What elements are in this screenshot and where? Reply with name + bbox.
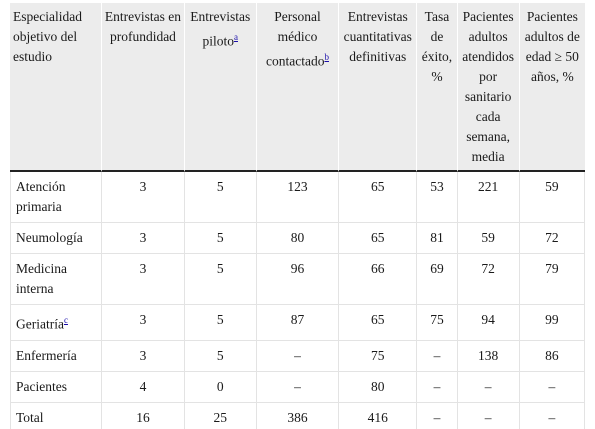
table-cell: 3 xyxy=(102,340,185,372)
header-patients-over-50: Pacientes adultos de edad ≥ 50 años, % xyxy=(519,3,585,172)
row-label-cell: Enfermería xyxy=(10,340,103,372)
table-cell: 5 xyxy=(184,305,257,341)
row-label: Enfermería xyxy=(16,347,77,363)
row-label-cell: Geriatríac xyxy=(10,305,103,341)
table-cell: 59 xyxy=(519,172,585,223)
table-row: Neumología 3 5 80 65 81 59 72 xyxy=(10,223,585,254)
table-cell: – xyxy=(417,371,458,403)
table-cell: 386 xyxy=(257,402,340,429)
row-label: Geriatría xyxy=(16,316,64,332)
table-cell: 123 xyxy=(256,172,340,223)
row-label-cell: Atención primaria xyxy=(10,172,103,223)
table-cell: 80 xyxy=(256,223,340,254)
table-cell: 66 xyxy=(339,254,418,305)
row-label-cell: Neumología xyxy=(10,223,103,254)
table-cell: 72 xyxy=(457,254,520,305)
row-label-cell: Medicina interna xyxy=(10,254,103,305)
header-final-quantitative-interviews: Entrevistas cuantitativas definitivas xyxy=(339,3,418,172)
study-table: Especialidad objetivo del estudio Entrev… xyxy=(10,3,585,429)
table-row: Medicina interna 3 5 96 66 69 72 79 xyxy=(10,254,585,305)
row-label: Pacientes xyxy=(16,378,67,394)
table-cell: 5 xyxy=(184,254,257,305)
table-cell: 75 xyxy=(339,340,418,372)
header-label: Entrevistas cuantitativas definitivas xyxy=(343,9,412,64)
row-label: Total xyxy=(16,409,44,425)
table-row: Total 16 25 386 416– – – xyxy=(10,402,585,429)
table-cell: 69 xyxy=(417,254,458,305)
table-cell: 138 xyxy=(457,340,520,372)
row-label-cell: Pacientes xyxy=(10,371,103,403)
table-cell: 5 xyxy=(184,340,257,372)
table-cell: 3 xyxy=(102,223,185,254)
table-cell: 0 xyxy=(184,371,257,403)
header-label: Tasa de éxito, % xyxy=(421,9,453,84)
footnote-link-a[interactable]: a xyxy=(233,32,238,42)
table-body: Atención primaria 3 5 123 65 53 221 59 Neumologí… xyxy=(10,172,585,429)
table-row: Pacientes 4 0–80– – – xyxy=(10,371,585,403)
table-cell: – xyxy=(417,340,458,372)
table-cell: 99 xyxy=(519,305,585,341)
footnote-marker: a xyxy=(234,31,238,43)
footnote-marker: c xyxy=(64,314,68,326)
table-cell: 16 xyxy=(102,402,185,429)
table-cell: 221 xyxy=(457,172,520,223)
header-row: Especialidad objetivo del estudio Entrev… xyxy=(10,3,585,172)
table-cell: 65 xyxy=(339,223,418,254)
table-cell: 3 xyxy=(102,172,185,223)
table-cell: 65 xyxy=(339,172,418,223)
header-label: Pacientes adultos de edad ≥ 50 años, % xyxy=(524,9,580,84)
table-cell: – xyxy=(256,371,340,403)
table-cell: 25 xyxy=(185,402,257,429)
table-cell: 79 xyxy=(519,254,585,305)
table-cell: – xyxy=(520,402,585,429)
header-label: Personal médico contactado xyxy=(265,9,325,69)
table-cell: 87 xyxy=(256,305,340,341)
header-weekly-patients: Pacientes adultos atendidos por sanitari… xyxy=(457,3,520,172)
table-cell: 81 xyxy=(417,223,458,254)
table-cell: – xyxy=(519,371,585,403)
table-cell: 75 xyxy=(417,305,458,341)
header-pilot-interviews: Entrevistas pilotoa xyxy=(184,3,257,172)
table-cell: 80 xyxy=(339,371,418,403)
table-row: Geriatríac 3 5 87 65 75 94 99 xyxy=(10,305,585,341)
table-cell: – xyxy=(256,340,340,372)
header-label: Entrevistas piloto xyxy=(190,9,251,49)
footnote-marker: b xyxy=(324,51,329,63)
table-cell: 416 xyxy=(339,402,418,429)
table-cell: 72 xyxy=(519,223,585,254)
header-in-depth-interviews: Entrevistas en profundidad xyxy=(102,3,185,172)
table-cell: – xyxy=(458,402,520,429)
table-cell: 3 xyxy=(102,254,185,305)
header-success-rate: Tasa de éxito, % xyxy=(417,3,458,172)
table-cell: 53 xyxy=(417,172,458,223)
table-cell: 5 xyxy=(184,172,257,223)
row-label: Medicina interna xyxy=(16,261,67,296)
table-cell: – xyxy=(457,371,520,403)
header-specialty: Especialidad objetivo del estudio xyxy=(10,3,103,172)
header-label: Entrevistas en profundidad xyxy=(104,9,181,44)
table-cell: – xyxy=(417,402,458,429)
row-label: Atención primaria xyxy=(16,179,66,214)
header-label: Especialidad objetivo del estudio xyxy=(13,9,82,64)
table-cell: 96 xyxy=(256,254,340,305)
table-cell: 86 xyxy=(519,340,585,372)
table-header: Especialidad objetivo del estudio Entrev… xyxy=(10,3,585,172)
header-medical-staff-contacted: Personal médico contactadob xyxy=(256,3,340,172)
header-label: Pacientes adultos atendidos por sanitari… xyxy=(462,9,514,164)
row-label-cell: Total xyxy=(10,402,103,429)
row-label: Neumología xyxy=(16,230,83,245)
footnote-link-c[interactable]: c xyxy=(63,315,68,325)
table-cell: 4 xyxy=(102,371,185,403)
table-cell: 5 xyxy=(184,223,257,254)
table-cell: 3 xyxy=(102,305,185,341)
table-cell: 94 xyxy=(457,305,520,341)
table-cell: 65 xyxy=(339,305,418,341)
footnote-link-b[interactable]: b xyxy=(324,52,329,62)
table-cell: 59 xyxy=(457,223,520,254)
table-row: Atención primaria 3 5 123 65 53 221 59 xyxy=(10,172,585,223)
table-row: Enfermería 3 5–75–138 86 xyxy=(10,340,585,372)
